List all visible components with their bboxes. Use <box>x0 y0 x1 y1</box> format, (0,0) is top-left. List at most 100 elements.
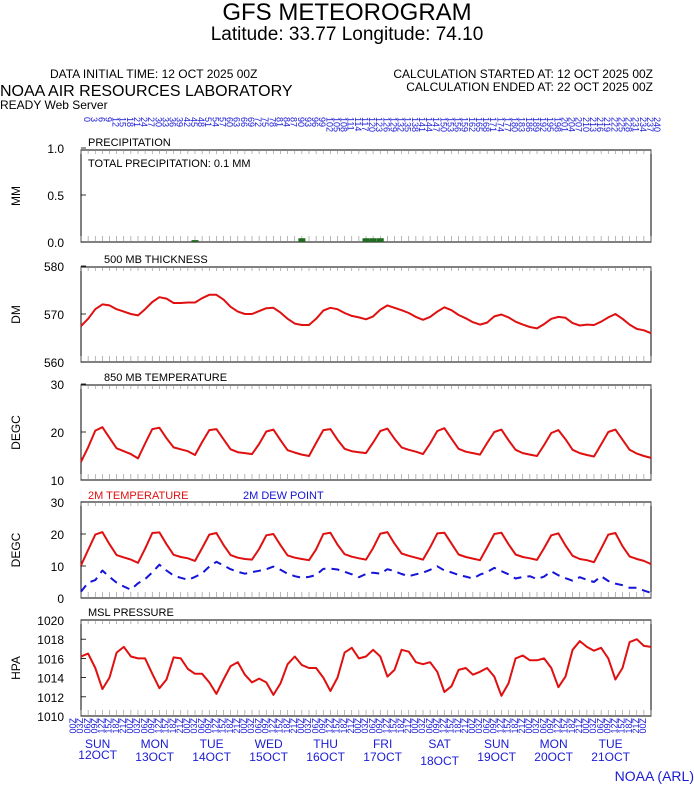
bottom-hour-label: 18Z <box>510 718 520 734</box>
bottom-hour-label: 15Z <box>104 718 114 734</box>
top-hour-label: 90 <box>296 117 306 127</box>
y-axis-label: HPA <box>9 656 23 680</box>
bottom-hour-label: 09Z <box>317 718 327 734</box>
panel-frame <box>80 384 652 481</box>
bottom-hour-label: 18Z <box>453 718 463 734</box>
top-hour-label: 228 <box>624 117 634 132</box>
top-hour-label: 60 <box>225 117 235 127</box>
bottom-hour-label: 00Z <box>68 718 78 734</box>
bottom-hour-label: 00Z <box>296 718 306 734</box>
top-hour-label: 6 <box>96 117 106 122</box>
date-label: 18OCT <box>420 754 459 768</box>
bottom-hour-label: 21Z <box>118 718 128 734</box>
top-hour-label: 27 <box>146 117 156 127</box>
date-label: 14OCT <box>192 750 231 764</box>
bottom-hour-label: 12Z <box>553 718 563 734</box>
date-label: 20OCT <box>534 750 573 764</box>
top-hour-label: 96 <box>310 117 320 127</box>
bottom-hour-label: 21Z <box>175 718 185 734</box>
precip-bar <box>191 240 199 242</box>
bottom-hour-label: 15Z <box>332 718 342 734</box>
day-of-week-label: THU <box>313 737 338 751</box>
top-hour-label: 234 <box>638 117 648 132</box>
top-hour-label: 63 <box>232 117 242 127</box>
server-label: READY Web Server <box>0 98 108 112</box>
top-hour-label: 120 <box>367 117 377 132</box>
bottom-hour-label: 21Z <box>232 718 242 734</box>
bottom-hour-label: 00Z <box>410 718 420 734</box>
top-hour-label: 138 <box>410 117 420 132</box>
bottom-hour-label: 00Z <box>353 718 363 734</box>
top-hour-label: 69 <box>246 117 256 127</box>
bottom-hour-label: 06Z <box>310 718 320 734</box>
top-hour-label: 231 <box>631 117 641 132</box>
y-tick-label: 1016 <box>37 652 64 666</box>
top-hour-label: 57 <box>217 117 227 127</box>
top-hour-label: 144 <box>424 117 434 132</box>
y-tick-label: 1014 <box>37 672 64 686</box>
top-hour-label: 51 <box>203 117 213 127</box>
y-tick-label: 10 <box>51 560 65 574</box>
top-hour-label: 129 <box>388 117 398 132</box>
top-hour-label: 30 <box>153 117 163 127</box>
y-tick-label: 1010 <box>37 710 64 724</box>
y-tick-label: 10 <box>51 474 65 488</box>
top-hour-label: 177 <box>502 117 512 132</box>
bottom-hour-label: 06Z <box>82 718 92 734</box>
top-hour-label: 162 <box>467 117 477 132</box>
bottom-hour-label: 18Z <box>624 718 634 734</box>
bottom-hour-label: 00Z <box>182 718 192 734</box>
bottom-hour-label: 15Z <box>446 718 456 734</box>
bottom-hour-label: 21Z <box>631 718 641 734</box>
bottom-hour-label: 03Z <box>246 718 256 734</box>
top-hour-label: 108 <box>339 117 349 132</box>
top-hour-label: 189 <box>531 117 541 132</box>
bottom-hour-label: 15Z <box>560 718 570 734</box>
y-tick-label: 1018 <box>37 633 64 647</box>
top-hour-label: 210 <box>581 117 591 132</box>
day-of-week-label: MON <box>141 737 169 751</box>
bottom-hour-label: 09Z <box>260 718 270 734</box>
top-hour-label: 54 <box>210 117 220 127</box>
top-hour-label: 33 <box>160 117 170 127</box>
lab-name: NOAA AIR RESOURCES LABORATORY <box>0 83 293 100</box>
day-of-week-label: SUN <box>85 737 110 751</box>
date-label: 17OCT <box>363 750 402 764</box>
top-hour-label: 114 <box>353 117 363 131</box>
bottom-hour-label: 00Z <box>638 718 648 734</box>
bottom-hour-label: 03Z <box>303 718 313 734</box>
date-label: 12OCT <box>78 748 117 762</box>
y-tick-label: 570 <box>44 308 64 322</box>
bottom-hour-label: 00Z <box>125 718 135 734</box>
top-hour-label: 237 <box>645 117 655 132</box>
precip-bar <box>362 238 370 242</box>
y-tick-label: 0.0 <box>47 236 64 250</box>
bottom-hour-label: 03Z <box>417 718 427 734</box>
top-hour-label: 156 <box>453 117 463 132</box>
bottom-hour-label: 06Z <box>538 718 548 734</box>
day-of-week-label: SUN <box>484 737 509 751</box>
bottom-hour-label: 21Z <box>289 718 299 734</box>
day-of-week-label: TUE <box>200 737 224 751</box>
series-line <box>80 293 652 335</box>
top-hour-label: 204 <box>567 117 577 132</box>
date-label: 16OCT <box>306 750 345 764</box>
top-hour-label: 24 <box>139 117 149 127</box>
y-tick-label: 30 <box>51 378 65 392</box>
top-hour-label: 168 <box>481 117 491 132</box>
bottom-hour-label: 18Z <box>225 718 235 734</box>
bottom-hour-label: 18Z <box>567 718 577 734</box>
bottom-hour-label: 09Z <box>602 718 612 734</box>
top-hour-label: 159 <box>460 117 470 132</box>
panel-title: PRECIPITATION <box>88 137 171 149</box>
top-hour-label: 72 <box>253 117 263 127</box>
top-hour-label: 147 <box>431 117 441 132</box>
top-hour-label: 45 <box>189 117 199 127</box>
top-hour-label: 180 <box>510 117 520 132</box>
series-line <box>80 638 652 697</box>
date-label: 19OCT <box>477 750 516 764</box>
bottom-hour-label: 06Z <box>253 718 263 734</box>
bottom-hour-label: 09Z <box>545 718 555 734</box>
top-hour-label: 171 <box>488 117 498 132</box>
top-hour-label: 216 <box>595 117 605 132</box>
